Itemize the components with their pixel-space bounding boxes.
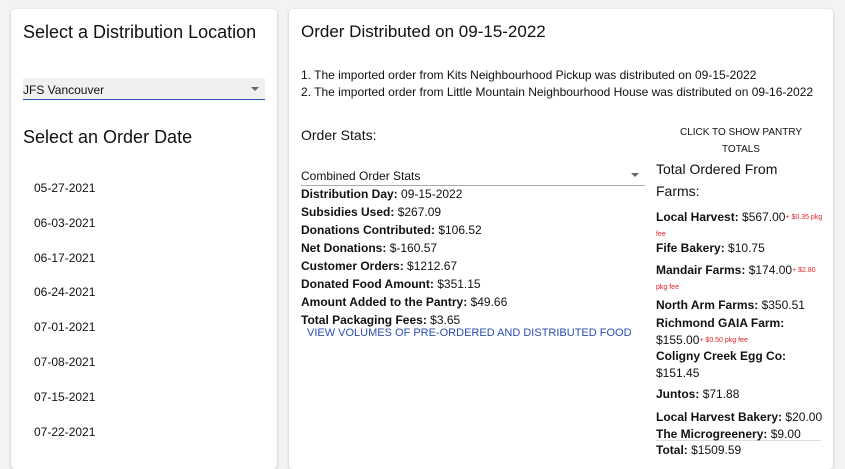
farm-name: Juntos: bbox=[656, 387, 700, 401]
stat-label: Subsidies Used: bbox=[301, 205, 395, 219]
farm-row: Local Harvest: $567.00+ $0.35 pkg fee bbox=[656, 209, 826, 243]
stat-value: $267.09 bbox=[397, 205, 442, 219]
total-value: $1509.59 bbox=[691, 443, 742, 457]
farm-name: Richmond GAIA Farm: bbox=[656, 316, 785, 330]
farm-value: $9.00 bbox=[770, 427, 801, 441]
farm-name: The Microgreenery: bbox=[656, 427, 768, 441]
dropdown-caret-icon bbox=[251, 87, 259, 91]
farm-row: Local Harvest Bakery: $20.00 bbox=[656, 409, 826, 426]
stat-row: Net Donations: $-160.57 bbox=[301, 241, 437, 255]
packaging-fee: + $2.80 pkg fee bbox=[656, 267, 816, 291]
stat-value: $3.65 bbox=[430, 313, 461, 327]
message: 2. The imported order from Little Mounta… bbox=[301, 85, 814, 99]
farm-name: Local Harvest Bakery: bbox=[656, 410, 783, 424]
farm-row: Coligny Creek Egg Co: $151.45 bbox=[656, 348, 826, 382]
farm-row: Fife Bakery: $10.75 bbox=[656, 240, 826, 257]
stat-value: 09-15-2022 bbox=[401, 187, 463, 201]
view-volumes-link[interactable]: VIEW VOLUMES OF PRE-ORDERED AND DISTRIBU… bbox=[307, 327, 632, 339]
location-panel: Select a Distribution Location JFS Vanco… bbox=[11, 9, 277, 469]
farm-value: $350.51 bbox=[761, 298, 805, 312]
farm-value: $155.00 bbox=[656, 333, 700, 347]
farm-name: Local Harvest: bbox=[656, 210, 739, 224]
order-date-item[interactable]: 06-17-2021 bbox=[34, 250, 96, 265]
page-title: Order Distributed on 09-15-2022 bbox=[301, 22, 546, 41]
stat-label: Donations Contributed: bbox=[301, 223, 435, 237]
stat-label: Distribution Day: bbox=[301, 187, 398, 201]
farm-row: Richmond GAIA Farm: $155.00+ $0.50 pkg f… bbox=[656, 315, 826, 349]
stat-value: $-160.57 bbox=[389, 241, 438, 255]
stat-value: $351.15 bbox=[437, 277, 481, 291]
order-date-item[interactable]: 07-08-2021 bbox=[34, 355, 96, 369]
stats-select-value: Combined Order Stats bbox=[301, 169, 421, 183]
total-label: Total: bbox=[656, 443, 688, 457]
message: 1. The imported order from Kits Neighbou… bbox=[301, 68, 757, 82]
packaging-fee: + $0.35 pkg fee bbox=[656, 214, 823, 238]
stat-row: Donated Food Amount: $351.15 bbox=[301, 277, 481, 291]
order-date-item[interactable]: 07-15-2021 bbox=[34, 389, 96, 404]
order-date-title: Select an Order Date bbox=[23, 127, 193, 147]
stat-value: $106.52 bbox=[438, 223, 482, 237]
stat-value: $49.66 bbox=[470, 295, 508, 309]
farm-value: $174.00 bbox=[748, 263, 793, 277]
order-date-item[interactable]: 05-27-2021 bbox=[34, 181, 96, 195]
stat-row: Customer Orders: $1212.67 bbox=[301, 259, 457, 273]
stat-label: Donated Food Amount: bbox=[301, 277, 434, 291]
farm-row: Juntos: $71.88 bbox=[656, 386, 826, 403]
stat-row: Total Packaging Fees: $3.65 bbox=[301, 313, 460, 327]
stat-label: Total Packaging Fees: bbox=[301, 313, 427, 327]
stat-label: Amount Added to the Pantry: bbox=[301, 295, 468, 309]
farms-title: Total Ordered From Farms: bbox=[656, 161, 778, 199]
order-panel: Order Distributed on 09-15-2022 1. The i… bbox=[289, 9, 833, 469]
order-date-item[interactable]: 06-24-2021 bbox=[34, 285, 96, 300]
stat-label: Net Donations: bbox=[301, 241, 387, 255]
stat-row: Donations Contributed: $106.52 bbox=[301, 223, 482, 237]
farm-name: North Arm Farms: bbox=[656, 298, 759, 312]
stats-select[interactable]: Combined Order Stats bbox=[301, 164, 645, 186]
show-pantry-totals-button[interactable]: CLICK TO SHOW PANTRY TOTALS bbox=[679, 127, 803, 155]
stats-title: Order Stats: bbox=[301, 127, 377, 143]
farm-value: $10.75 bbox=[728, 241, 765, 255]
farm-value: $151.45 bbox=[656, 366, 700, 380]
stat-value: $1212.67 bbox=[407, 259, 458, 273]
stat-row: Subsidies Used: $267.09 bbox=[301, 205, 441, 219]
location-select[interactable]: JFS Vancouver bbox=[23, 78, 265, 100]
order-date-item[interactable]: 07-01-2021 bbox=[34, 320, 96, 335]
farm-value: $71.88 bbox=[702, 387, 740, 401]
location-title: Select a Distribution Location bbox=[23, 22, 257, 42]
order-date-item[interactable]: 07-22-2021 bbox=[34, 424, 96, 439]
farm-row: North Arm Farms: $350.51 bbox=[656, 297, 826, 314]
stat-row: Distribution Day: 09-15-2022 bbox=[301, 187, 462, 201]
farm-value: $567.00 bbox=[742, 210, 786, 224]
farm-row: Mandair Farms: $174.00+ $2.80 pkg fee bbox=[656, 262, 826, 296]
packaging-fee: + $0.50 pkg fee bbox=[699, 337, 748, 344]
farm-row: The Microgreenery: $9.00 bbox=[656, 426, 826, 443]
dropdown-caret-icon bbox=[631, 173, 639, 177]
farm-name: Coligny Creek Egg Co: bbox=[656, 349, 787, 363]
location-value: JFS Vancouver bbox=[23, 83, 105, 97]
order-date-item[interactable]: 06-03-2021 bbox=[34, 215, 96, 230]
farm-name: Mandair Farms: bbox=[656, 263, 746, 277]
stat-label: Customer Orders: bbox=[301, 259, 404, 273]
farms-total: Total: $1509.59 bbox=[656, 442, 826, 459]
farm-value: $20.00 bbox=[785, 410, 823, 424]
farm-name: Fife Bakery: bbox=[656, 241, 725, 255]
stat-row: Amount Added to the Pantry: $49.66 bbox=[301, 295, 507, 309]
